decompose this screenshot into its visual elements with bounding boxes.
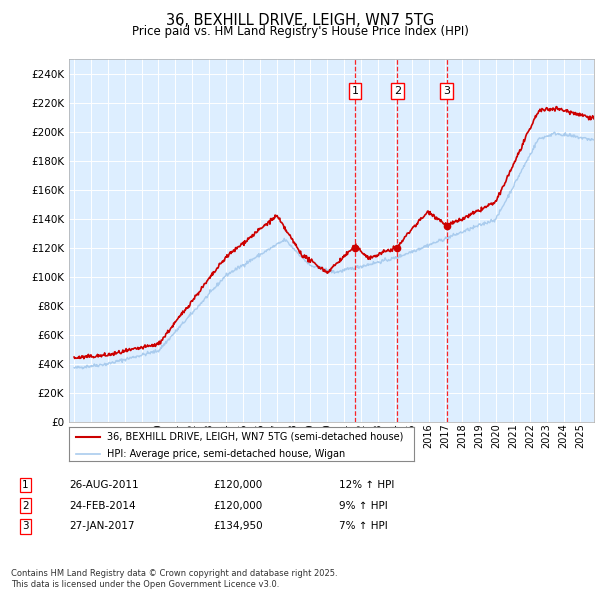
Text: 1: 1 — [22, 480, 29, 490]
Text: 3: 3 — [22, 522, 29, 531]
Text: 3: 3 — [443, 86, 450, 96]
Text: Price paid vs. HM Land Registry's House Price Index (HPI): Price paid vs. HM Land Registry's House … — [131, 25, 469, 38]
Text: 36, BEXHILL DRIVE, LEIGH, WN7 5TG (semi-detached house): 36, BEXHILL DRIVE, LEIGH, WN7 5TG (semi-… — [107, 432, 403, 442]
Text: 36, BEXHILL DRIVE, LEIGH, WN7 5TG: 36, BEXHILL DRIVE, LEIGH, WN7 5TG — [166, 13, 434, 28]
Text: £120,000: £120,000 — [213, 501, 262, 510]
Text: 9% ↑ HPI: 9% ↑ HPI — [339, 501, 388, 510]
Text: Contains HM Land Registry data © Crown copyright and database right 2025.
This d: Contains HM Land Registry data © Crown c… — [11, 569, 337, 589]
Text: £120,000: £120,000 — [213, 480, 262, 490]
Text: 2: 2 — [394, 86, 401, 96]
Text: 26-AUG-2011: 26-AUG-2011 — [69, 480, 139, 490]
Text: 2: 2 — [22, 501, 29, 510]
Text: HPI: Average price, semi-detached house, Wigan: HPI: Average price, semi-detached house,… — [107, 449, 345, 459]
Text: 27-JAN-2017: 27-JAN-2017 — [69, 522, 134, 531]
Text: 12% ↑ HPI: 12% ↑ HPI — [339, 480, 394, 490]
Text: 1: 1 — [352, 86, 359, 96]
Text: 24-FEB-2014: 24-FEB-2014 — [69, 501, 136, 510]
Text: 7% ↑ HPI: 7% ↑ HPI — [339, 522, 388, 531]
Text: £134,950: £134,950 — [213, 522, 263, 531]
